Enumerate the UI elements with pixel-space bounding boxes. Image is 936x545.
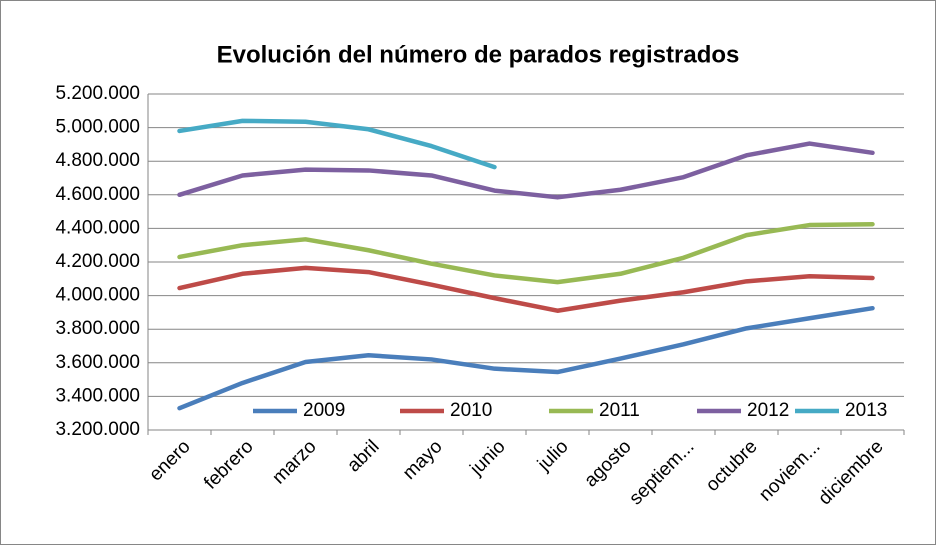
y-tick-label: 4.800.000 bbox=[55, 150, 140, 171]
y-tick-label: 3.200.000 bbox=[55, 419, 140, 440]
legend-label: 2009 bbox=[303, 400, 345, 421]
y-tick-label: 4.600.000 bbox=[55, 184, 140, 205]
series-line bbox=[177, 305, 875, 411]
y-tick-label: 4.400.000 bbox=[55, 217, 140, 238]
series-line bbox=[177, 141, 875, 200]
series-line bbox=[177, 265, 875, 313]
series-line bbox=[177, 118, 497, 170]
y-tick-label: 5.200.000 bbox=[55, 83, 140, 104]
series-line bbox=[177, 221, 875, 285]
y-tick-label: 4.200.000 bbox=[55, 251, 140, 272]
y-tick-label: 3.600.000 bbox=[55, 352, 140, 373]
legend-label: 2011 bbox=[599, 400, 640, 421]
legend-label: 2010 bbox=[450, 400, 492, 421]
chart-title: Evolución del número de parados registra… bbox=[217, 41, 740, 68]
y-tick-label: 3.400.000 bbox=[55, 385, 140, 406]
y-tick-label: 4.000.000 bbox=[55, 285, 140, 306]
y-tick-label: 5.000.000 bbox=[55, 117, 140, 138]
y-tick-label: 3.800.000 bbox=[55, 318, 140, 339]
legend-label: 2012 bbox=[747, 400, 789, 421]
legend-label: 2013 bbox=[845, 400, 887, 421]
